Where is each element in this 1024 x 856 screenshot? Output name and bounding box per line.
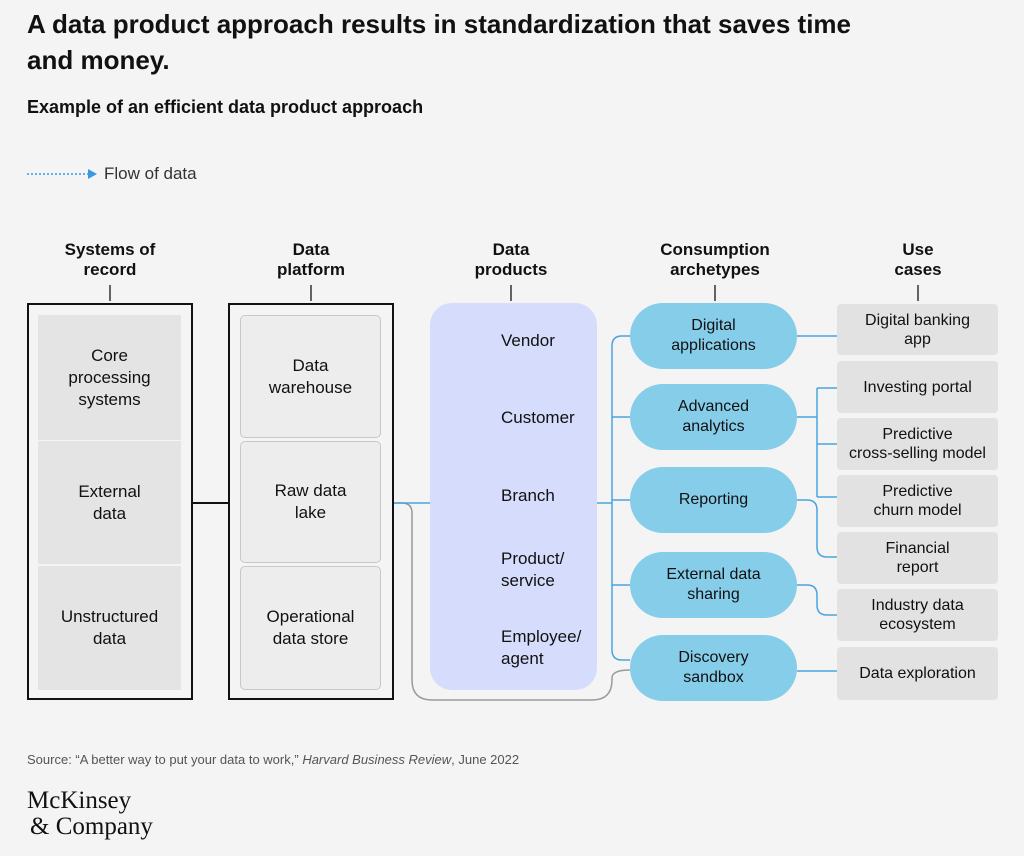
source-prefix: Source: “A better way to put your data t…: [27, 752, 303, 767]
platform-cell: Data warehouse: [240, 315, 381, 438]
platform-cell: Operational data store: [240, 566, 381, 690]
use-case: Investing portal: [837, 361, 998, 413]
archetype-pill: Digital applications: [630, 303, 797, 369]
product-label: Product/ service: [501, 549, 565, 590]
archetype-pill: Advanced analytics: [630, 384, 797, 450]
use-case: Financial report: [837, 532, 998, 584]
source-suffix: , June 2022: [451, 752, 520, 767]
product-label: Customer: [501, 408, 575, 427]
use-case: Predictive cross-selling model: [837, 418, 998, 470]
system-cell: Unstructured data: [38, 566, 181, 690]
legend-label: Flow of data: [104, 164, 197, 183]
column-heading: Consumption archetypes: [660, 240, 770, 279]
archetype-pill: Reporting: [630, 467, 797, 533]
source: Source: “A better way to put your data t…: [27, 752, 519, 767]
usecase-links: [797, 335, 837, 672]
platform-cell: Raw data lake: [240, 441, 381, 563]
column-heading: Use cases: [894, 240, 942, 279]
column-heading: Data platform: [277, 240, 345, 279]
system-cell: Core processing systems: [38, 315, 181, 440]
product-label: Employee/ agent: [501, 627, 582, 668]
use-case: Industry data ecosystem: [837, 589, 998, 641]
archetype-pill: External data sharing: [630, 552, 797, 618]
logo: McKinsey & Company: [27, 788, 153, 840]
title: A data product approach results in stand…: [27, 9, 851, 75]
platform-box: [228, 303, 394, 700]
legend-arrow: [88, 169, 97, 179]
heading-ticks: [109, 285, 919, 301]
column-heading: Systems of record: [64, 240, 156, 279]
systems-box: [27, 303, 193, 700]
use-case: Data exploration: [837, 647, 998, 700]
archetype-pill: Discovery sandbox: [630, 635, 797, 701]
products-panel: [430, 303, 597, 690]
product-label: Branch: [501, 486, 555, 505]
raw-lake-bypass: [393, 502, 631, 701]
product-label: Vendor: [501, 331, 555, 350]
logo-line: McKinsey: [27, 787, 132, 814]
use-case: Digital banking app: [837, 304, 998, 355]
system-cell: External data: [38, 441, 181, 564]
use-case: Predictive churn model: [837, 475, 998, 527]
logo-line: & Company: [30, 813, 153, 840]
source-publication: Harvard Business Review: [302, 752, 452, 767]
subtitle: Example of an efficient data product app…: [27, 97, 424, 117]
column-heading: Data products: [474, 240, 548, 279]
product-links: [597, 335, 630, 661]
